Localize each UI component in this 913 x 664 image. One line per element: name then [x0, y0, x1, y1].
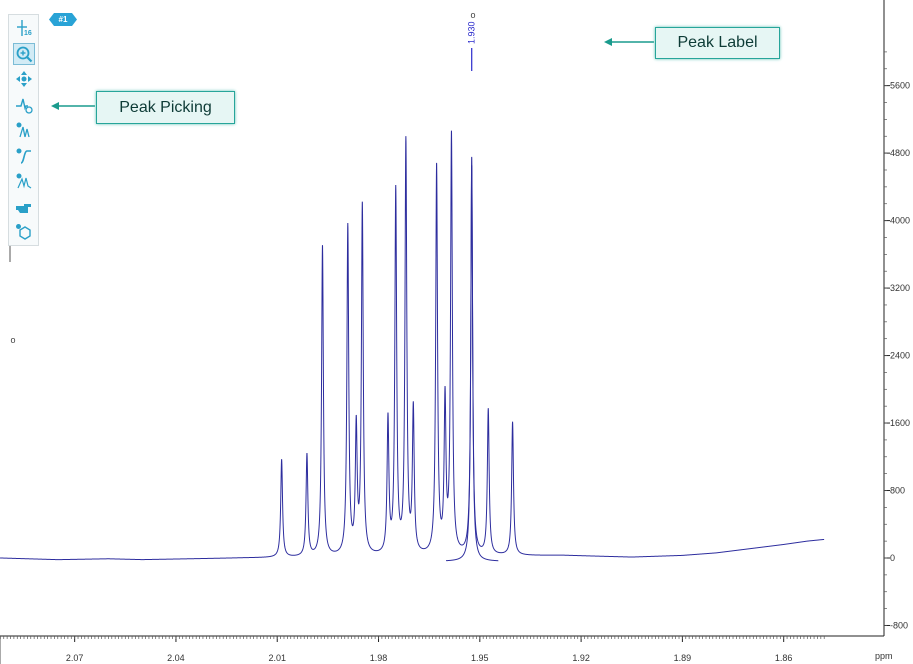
multiplet-analysis-icon [16, 122, 30, 138]
y-tick-label: 5600 [890, 81, 910, 91]
tool-palette: 16 [8, 14, 39, 246]
x-axis: 2.07 2.04 2.01 1.98 1.95 1.92 1.89 1.86 [0, 636, 825, 663]
pan-tool-button[interactable] [13, 68, 35, 90]
fitted-peak-curve [446, 165, 499, 562]
y-axis: 5600 4800 4000 3200 2400 1600 800 0 -800 [884, 51, 910, 630]
x-tick-label: 2.04 [167, 653, 185, 663]
y-tick-label: -800 [890, 620, 908, 630]
integration-tool-button[interactable] [13, 145, 35, 167]
x-tick-label: 1.92 [572, 653, 590, 663]
peak-label-icon: 16 [17, 20, 32, 37]
y-tick-label: 1600 [890, 418, 910, 428]
peak-picking-callout: Peak Picking [96, 91, 235, 124]
y-tick-label: 3200 [890, 283, 910, 293]
x-tick-label: 1.89 [674, 653, 692, 663]
peak-label-callout: Peak Label [655, 27, 780, 59]
callout-arrows [51, 38, 654, 110]
fit-curves [446, 165, 499, 562]
top-axis-marker: o [470, 10, 475, 20]
peak-picking-arrowhead [51, 102, 59, 110]
svg-text:16: 16 [24, 30, 32, 37]
x-tick-label: 1.86 [775, 653, 793, 663]
pointer-tool-button[interactable] [13, 196, 35, 218]
x-tick-label: 1.95 [471, 653, 489, 663]
y-tick-label: 2400 [890, 351, 910, 361]
x-tick-label: 1.98 [370, 653, 388, 663]
y-tick-label: 800 [890, 486, 905, 496]
deconvolution-tool-button[interactable] [13, 170, 35, 192]
x-tick-label: 2.01 [268, 653, 286, 663]
structure-tool-button[interactable] [13, 221, 35, 243]
peak-label-arrowhead [604, 38, 612, 46]
zoom-icon [16, 46, 33, 63]
spectrum-trace [0, 130, 825, 561]
left-axis-marker: o [10, 335, 15, 345]
y-tick-label: 4800 [890, 148, 910, 158]
peak-picking-tool-button[interactable] [13, 94, 35, 116]
spectrum-tab[interactable]: #1 [49, 13, 77, 26]
integration-icon [16, 148, 31, 164]
peak-label-text: 1.930 [467, 21, 477, 44]
y-tick-label: 0 [890, 553, 895, 563]
deconvolution-icon [16, 173, 32, 189]
pan-icon [16, 71, 32, 87]
zoom-tool-button[interactable] [13, 43, 35, 65]
x-tick-label: 2.07 [66, 653, 84, 663]
x-axis-unit-label: ppm [875, 651, 893, 661]
pointer-hand-icon [16, 204, 31, 213]
y-tick-label: 4000 [890, 216, 910, 226]
peak-label-tool-button[interactable]: 16 [13, 17, 35, 39]
structure-icon [16, 224, 31, 240]
peak-picking-icon [16, 98, 33, 114]
multiplet-tool-button[interactable] [13, 119, 35, 141]
peak-label-marker[interactable]: 1.930 [467, 21, 477, 71]
